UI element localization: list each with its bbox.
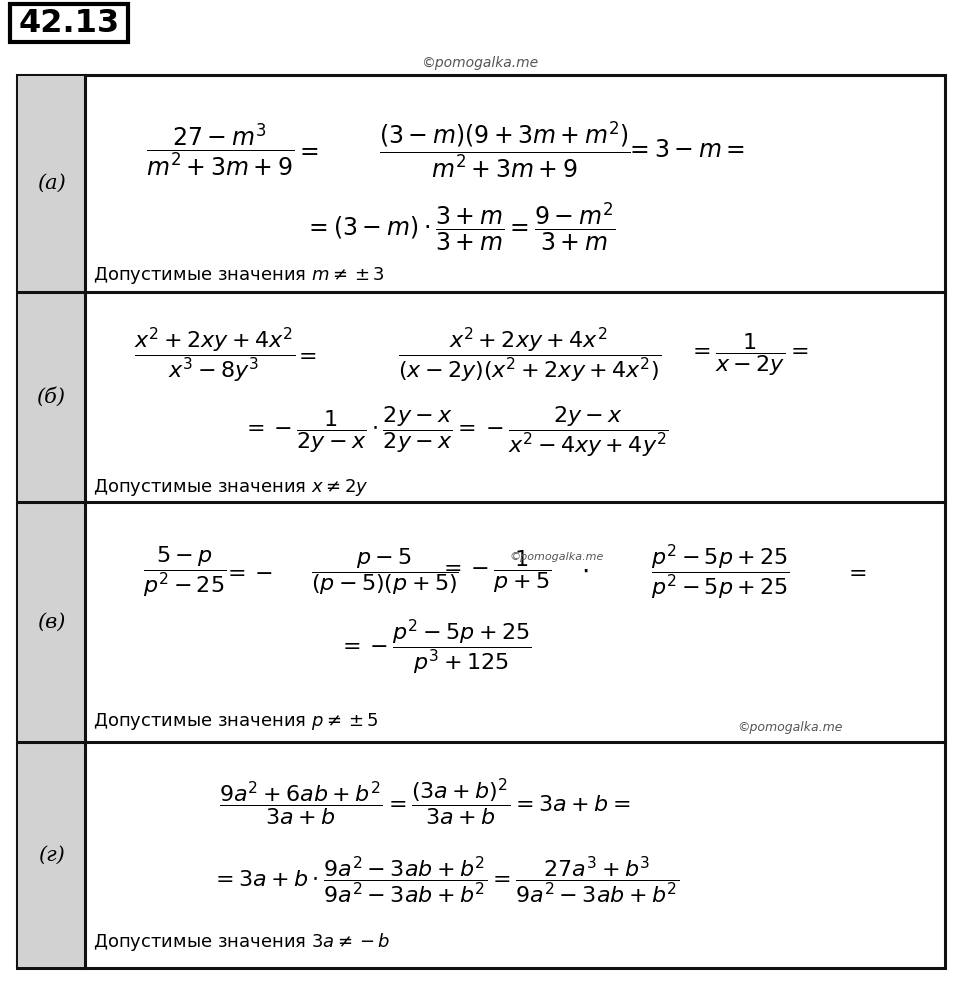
- Text: Допустимые значения $3a \neq -b$: Допустимые значения $3a \neq -b$: [93, 931, 391, 953]
- Text: $\dfrac{5 - p}{p^2 - 25}$: $\dfrac{5 - p}{p^2 - 25}$: [143, 544, 227, 599]
- Text: $= -\dfrac{1}{p + 5}$: $= -\dfrac{1}{p + 5}$: [439, 548, 551, 595]
- Text: $= \dfrac{1}{x - 2y} =$: $= \dfrac{1}{x - 2y} =$: [687, 332, 808, 378]
- Text: (а): (а): [36, 174, 65, 193]
- Text: $= -\dfrac{p^2 - 5p + 25}{p^3 + 125}$: $= -\dfrac{p^2 - 5p + 25}{p^3 + 125}$: [338, 617, 532, 677]
- Text: $\dfrac{27 - m^3}{m^2 + 3m + 9}$: $\dfrac{27 - m^3}{m^2 + 3m + 9}$: [146, 122, 294, 178]
- Bar: [10, 4, 128, 42]
- Text: $\dfrac{x^2 + 2xy + 4x^2}{x^3 - 8y^3}$: $\dfrac{x^2 + 2xy + 4x^2}{x^3 - 8y^3}$: [134, 325, 296, 385]
- Bar: [18, 293, 944, 501]
- Text: $= -$: $= -$: [223, 562, 273, 582]
- Text: Допустимые значения $p \neq \pm 5$: Допустимые значения $p \neq \pm 5$: [93, 712, 379, 733]
- Text: $= (3 - m) \cdot \dfrac{3 + m}{3 + m} = \dfrac{9 - m^2}{3 + m}$: $= (3 - m) \cdot \dfrac{3 + m}{3 + m} = …: [304, 201, 615, 253]
- Text: ©pomogalka.me: ©pomogalka.me: [421, 56, 539, 70]
- Text: $=$: $=$: [295, 138, 319, 162]
- Text: $\dfrac{x^2 + 2xy + 4x^2}{(x - 2y)(x^2 + 2xy + 4x^2)}$: $\dfrac{x^2 + 2xy + 4x^2}{(x - 2y)(x^2 +…: [398, 325, 661, 385]
- Text: (б): (б): [36, 387, 65, 407]
- Bar: [18, 743, 944, 967]
- Bar: [18, 76, 84, 291]
- Bar: [18, 293, 84, 501]
- Text: $\dfrac{p - 5}{(p - 5)(p + 5)}$: $\dfrac{p - 5}{(p - 5)(p + 5)}$: [311, 546, 459, 598]
- Text: $= 3a + b \cdot \dfrac{9a^2 - 3ab + b^2}{9a^2 - 3ab + b^2} = \dfrac{27a^3 + b^3}: $= 3a + b \cdot \dfrac{9a^2 - 3ab + b^2}…: [211, 854, 679, 906]
- Bar: [18, 743, 84, 967]
- Text: ©pomogalka.me: ©pomogalka.me: [510, 552, 604, 562]
- Text: Допустимые значения $m \neq \pm 3$: Допустимые значения $m \neq \pm 3$: [93, 264, 385, 285]
- Text: (г): (г): [37, 845, 64, 864]
- Text: $\dfrac{(3 - m)(9 + 3m + m^2)}{m^2 + 3m + 9}$: $\dfrac{(3 - m)(9 + 3m + m^2)}{m^2 + 3m …: [379, 120, 631, 180]
- Text: (в): (в): [36, 613, 65, 632]
- Text: $=$: $=$: [294, 345, 316, 365]
- Text: $\dfrac{9a^2 + 6ab + b^2}{3a + b} = \dfrac{(3a + b)^2}{3a + b} = 3a + b =$: $\dfrac{9a^2 + 6ab + b^2}{3a + b} = \dfr…: [219, 776, 631, 828]
- Text: $\cdot$: $\cdot$: [581, 559, 588, 585]
- Bar: [18, 503, 84, 741]
- Text: Допустимые значения $x \neq 2y$: Допустимые значения $x \neq 2y$: [93, 476, 369, 498]
- Text: 42.13: 42.13: [18, 8, 120, 39]
- Text: $\dfrac{p^2 - 5p + 25}{p^2 - 5p + 25}$: $\dfrac{p^2 - 5p + 25}{p^2 - 5p + 25}$: [651, 543, 789, 602]
- Text: ©pomogalka.me: ©pomogalka.me: [737, 722, 843, 735]
- Text: $=$: $=$: [844, 562, 866, 582]
- Text: $= 3 - m =$: $= 3 - m =$: [625, 138, 745, 162]
- Text: $= -\dfrac{1}{2y - x} \cdot \dfrac{2y - x}{2y - x} = -\dfrac{2y - x}{x^2 - 4xy +: $= -\dfrac{1}{2y - x} \cdot \dfrac{2y - …: [242, 405, 668, 459]
